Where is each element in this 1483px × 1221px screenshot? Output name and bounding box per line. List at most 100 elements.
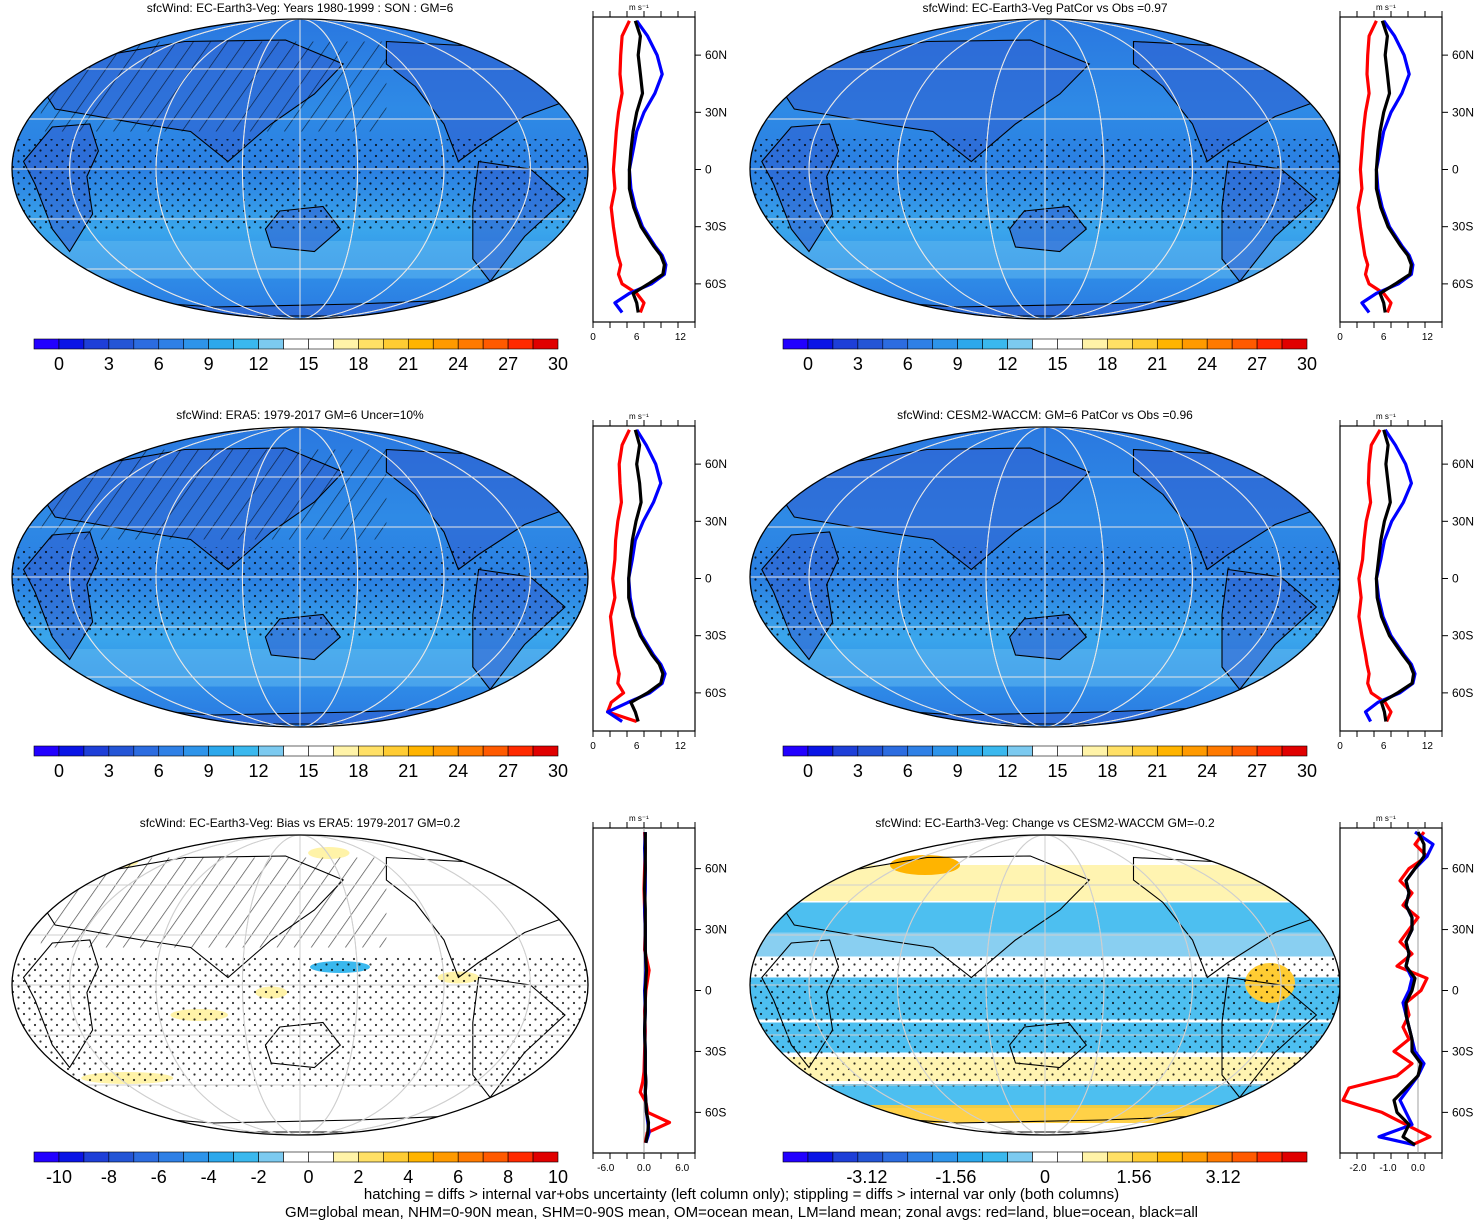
colorbar-swatch [482,745,509,757]
colorbar-swatch [358,745,384,757]
colorbar-swatch [33,338,60,350]
zonal-y-tick-label: 30N [705,105,727,119]
colorbar-tick-label: 1.56 [1117,1167,1152,1187]
zonal-y-tick-label: 30N [705,923,727,937]
colorbar-swatch [532,745,559,757]
map-panel-6: sfcWind: EC-Earth3-Veg: Change vs CESM2-… [749,816,1341,1136]
colorbar-swatch [857,338,884,350]
zonal-x-tick-label: 6.0 [675,1163,689,1174]
colorbar-tick-label: 9 [953,354,963,374]
colorbar-swatch [1082,745,1108,757]
colorbar-tick-label: 24 [448,761,468,781]
zonal-series-all [1374,20,1414,313]
graticule-lon [69,835,531,1135]
zonal-series-all [1392,831,1426,1147]
colorbar-swatch [1256,745,1283,757]
colorbar-tick-label: 0 [803,761,813,781]
colorbar-swatch [133,745,160,757]
colorbar-swatch [982,745,1008,757]
zonal-frame [1339,425,1443,732]
colorbar-tick-label: 18 [348,761,368,781]
zonal-y-tick-label: 60N [705,862,727,876]
graticule-lon [808,427,1282,727]
zonal-y-tick-label: 0 [705,572,712,586]
colorbar-swatch [33,745,60,757]
colorbar-swatch [882,1151,909,1163]
colorbar-tick-label: 0 [803,354,813,374]
colorbar-swatch [532,338,559,350]
colorbar-tick-label: 24 [1197,354,1217,374]
zonal-y-tick-label: 60S [705,686,726,700]
colorbar-tick-label: 3.12 [1206,1167,1241,1187]
map-content [750,835,1340,1135]
colorbar-tick-label: 21 [398,354,418,374]
colorbar-swatch [83,745,110,757]
colorbar-tick-label: 21 [1147,354,1167,374]
colorbar-swatch [782,1151,809,1163]
colorbar-tick-label: -2 [251,1167,267,1187]
colorbar-3: 0 3 6 9 12 15 18 21 24 27 30 [33,745,568,781]
map-content [12,19,588,319]
graticule-lon [897,427,1193,727]
colorbar-swatch [982,1151,1008,1163]
map-content [750,19,1340,319]
map-panel-3: sfcWind: ERA5: 1979-2017 GM=6 Uncer=10% [11,408,589,728]
zonal-unit-label: m s⁻¹ [629,814,649,823]
zonal-x-tick-label: 12 [1422,741,1434,752]
continent-eurasia [778,855,1091,979]
colorbar-tick-label: 12 [249,761,269,781]
colorbar-swatch [158,745,185,757]
colorbar-1: 0 3 6 9 12 15 18 21 24 27 30 [33,338,568,374]
colorbar-swatch [1231,745,1258,757]
map-border [11,426,589,728]
colorbar-tick-label: 6 [903,354,913,374]
colorbar-swatch [957,745,983,757]
zonal-y-tick-label: 30S [705,629,726,643]
colorbar-tick-label: 9 [953,761,963,781]
colorbar-tick-label: -3.12 [846,1167,887,1187]
colorbar-tick-label: 8 [503,1167,513,1187]
colorbar-swatch [1082,338,1108,350]
zonal-unit-label: m s⁻¹ [629,3,649,12]
colorbar-swatch [1181,745,1208,757]
colorbar-tick-label: 27 [1247,761,1267,781]
colorbar-swatch [482,338,509,350]
zonal-y-tick-label: 30S [1452,1044,1473,1058]
colorbar-tick-label: 15 [298,761,318,781]
colorbar-tick-label: 24 [1197,761,1217,781]
colorbar-swatch [1032,338,1058,350]
bias-patch [308,847,350,859]
colorbar-tick-label: 6 [453,1167,463,1187]
colorbar-swatch [208,1151,234,1163]
colorbar-swatch [957,338,983,350]
zonal-series-all [642,832,651,1144]
graticule-lon [241,427,359,727]
zonal-y-tick-label: 30N [1452,514,1474,528]
colorbar-swatch [1032,1151,1058,1163]
zonal-x-tick-label: 0.0 [1411,1163,1425,1174]
colorbar-tick-label: 30 [1297,761,1317,781]
footer-note-definitions: GM=global mean, NHM=0-90N mean, SHM=0-90… [284,1204,1198,1221]
colorbar-swatch [333,745,359,757]
colorbar-swatch [407,1151,434,1163]
zonal-unit-label: m s⁻¹ [1376,412,1396,421]
colorbar-swatch [1132,1151,1158,1163]
colorbar-tick-label: 18 [1097,354,1117,374]
map-title: sfcWind: EC-Earth3-Veg: Change vs CESM2-… [875,816,1215,830]
zonal-mean-panel-5: m s⁻¹ -6.0 0.0 6.0 60N 30N 0 30S 60S [592,814,727,1174]
colorbar-swatch [183,745,209,757]
colorbar-tick-label: -4 [201,1167,217,1187]
colorbar-swatch [333,1151,359,1163]
zonal-series-land [1356,20,1393,314]
graticule-lon [155,19,445,319]
graticule-lon [897,19,1193,319]
zonal-x-tick-label: 6 [634,332,640,343]
graticule-lon [241,835,359,1135]
colorbar-tick-label: 30 [1297,354,1317,374]
zonal-unit-label: m s⁻¹ [629,412,649,421]
colorbar-swatch [1082,1151,1108,1163]
colorbar-swatch [108,745,135,757]
colorbar-swatch [308,1151,334,1163]
colorbar-swatch [358,1151,384,1163]
colorbar-swatch [1181,1151,1208,1163]
